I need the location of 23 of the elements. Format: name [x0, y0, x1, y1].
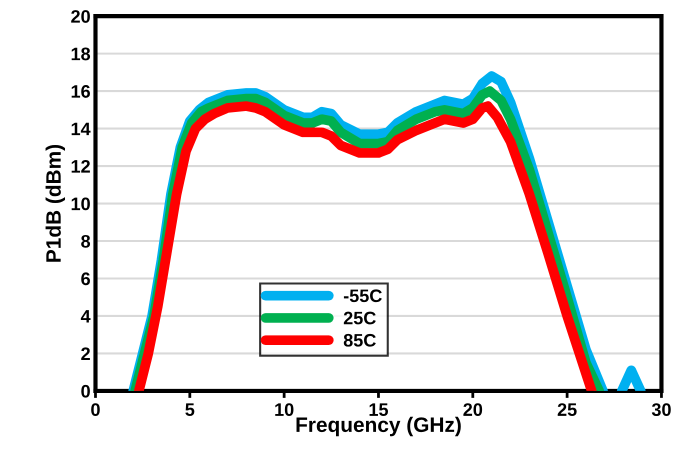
- x-tick-label: 20: [463, 403, 482, 416]
- y-tick-label: 4: [80, 310, 91, 323]
- y-tick-label: 2: [81, 347, 90, 360]
- y-tick-label: 16: [72, 85, 90, 98]
- y-tick-label: 6: [81, 272, 90, 286]
- legend-label: -55C: [344, 289, 382, 302]
- y-tick-label: 18: [72, 48, 90, 60]
- y-axis-title: P1dB (dBm): [46, 144, 65, 262]
- x-tick-label: 10: [275, 403, 294, 416]
- x-tick-label: 0: [91, 403, 100, 416]
- x-tick-label: 15: [370, 403, 388, 416]
- legend-label: 85C: [344, 334, 376, 347]
- y-tick-label: 10: [72, 197, 90, 210]
- x-axis-title: Frequency (GHz): [296, 416, 461, 436]
- x-tick-label: 5: [185, 403, 194, 416]
- x-tick-label: 30: [652, 403, 671, 416]
- x-tick-label: 25: [558, 403, 577, 416]
- legend-label: 25C: [344, 312, 376, 324]
- y-tick-label: 20: [71, 10, 90, 23]
- y-tick-label: 0: [81, 384, 90, 398]
- y-tick-label: 14: [72, 122, 91, 136]
- y-tick-label: 8: [81, 234, 90, 248]
- y-tick-label: 12: [72, 160, 90, 173]
